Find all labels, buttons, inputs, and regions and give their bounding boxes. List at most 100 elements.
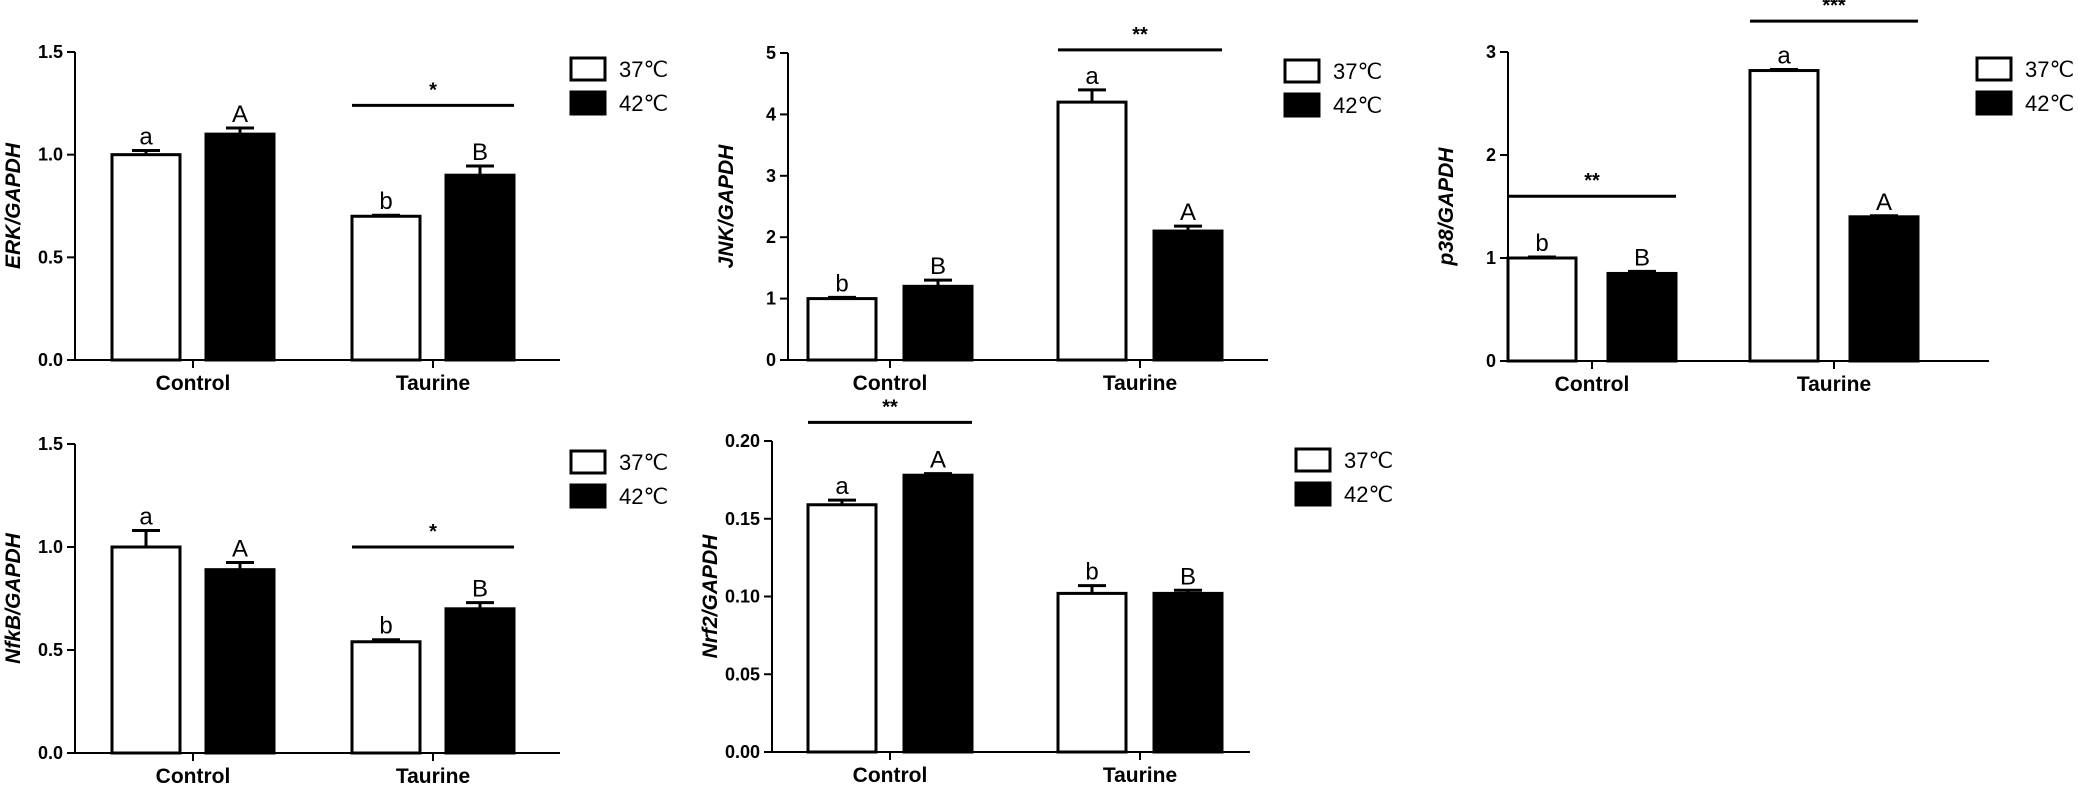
bar-37c-control — [806, 503, 878, 754]
legend-label: 37℃ — [619, 450, 668, 475]
y-axis-title: ERK/GAPDH — [2, 142, 25, 269]
legend-label: 42℃ — [1344, 482, 1393, 507]
y-tick-label: 2 — [766, 227, 776, 247]
chart-panel-2: 0123p38/GAPDHControlbBTaurineaA*****37℃4… — [1435, 0, 2074, 396]
significance-stars: ** — [1132, 24, 1148, 46]
y-axis-title: Nrf2/GAPDH — [699, 534, 722, 659]
y-tick-label: 1 — [1486, 248, 1496, 268]
significance-letter: A — [232, 101, 248, 128]
significance-letter: b — [379, 188, 392, 215]
bar-37c-taurine — [1056, 100, 1128, 362]
y-tick-label: 0.5 — [38, 247, 63, 267]
y-tick-label: 0.10 — [725, 587, 760, 607]
significance-letter: B — [930, 253, 946, 280]
significance-letter: b — [835, 270, 848, 297]
y-axis-title: JNK/GAPDH — [715, 144, 738, 269]
bar-42c-control — [204, 132, 276, 362]
y-tick-label: 4 — [766, 104, 776, 124]
legend-swatch-37c — [1294, 447, 1332, 473]
y-tick-label: 1.5 — [38, 434, 63, 454]
significance-stars: * — [429, 79, 437, 101]
chart-panel-4: 0.00 0.05 0.10 0.15 0.20 Nrf2/GAPDH Control a A T… — [699, 396, 1393, 785]
bar-37c-taurine — [350, 214, 422, 362]
significance-letter: A — [930, 447, 946, 474]
y-tick-label: 0.20 — [725, 431, 760, 451]
y-axis-title: p38/GAPDH — [1435, 147, 1458, 267]
y-tick-label: 0 — [1486, 351, 1496, 371]
x-tick-label: Control — [156, 372, 231, 395]
y-tick-label: 1.0 — [38, 537, 63, 557]
legend-swatch-42c — [569, 483, 607, 509]
y-tick-label: 0.05 — [725, 664, 760, 684]
y-tick-label: 0.5 — [38, 640, 63, 660]
y-tick-label: 0.0 — [38, 743, 63, 763]
significance-letter: A — [1180, 199, 1196, 226]
legend-swatch-42c — [1294, 481, 1332, 507]
x-tick-label: Taurine — [1103, 372, 1177, 395]
bar-37c-control — [110, 545, 182, 755]
x-tick-label: Control — [853, 764, 928, 785]
bar-37c-taurine — [1748, 69, 1820, 363]
x-tick-label: Control — [853, 372, 928, 395]
legend-swatch-37c — [1975, 56, 2013, 82]
significance-letter: A — [1876, 189, 1892, 216]
y-tick-label: 5 — [766, 43, 776, 63]
legend-swatch-42c — [1975, 90, 2013, 116]
bar-42c-taurine — [444, 173, 516, 362]
chart-panel-1: 0 1 2 3 4 5 JNK/GAPDH Control b B Taurine a A ** 37℃ 42… — [715, 24, 1382, 395]
bar-42c-control — [902, 473, 974, 754]
bar-37c-control — [1506, 256, 1578, 363]
significance-letter: A — [232, 535, 248, 562]
y-tick-label: 0.00 — [725, 742, 760, 762]
significance-letter: a — [139, 124, 153, 151]
bar-42c-control — [204, 568, 276, 755]
bar-42c-control — [902, 284, 974, 362]
y-tick-label: 2 — [1486, 145, 1496, 165]
legend-swatch-42c — [1283, 92, 1321, 118]
x-tick-label: Taurine — [1797, 373, 1871, 396]
significance-letter: B — [472, 139, 488, 166]
x-tick-label: Taurine — [396, 372, 470, 395]
legend-swatch-37c — [569, 449, 607, 475]
legend-label: 42℃ — [619, 91, 668, 116]
legend-label: 42℃ — [619, 484, 668, 509]
y-tick-label: 3 — [1486, 42, 1496, 62]
legend-swatch-42c — [569, 90, 607, 116]
legend-label: 37℃ — [1344, 448, 1393, 473]
significance-letter: b — [1535, 230, 1548, 257]
significance-letter: a — [1777, 43, 1791, 70]
significance-letter: a — [139, 504, 153, 531]
significance-letter: a — [835, 473, 849, 500]
x-tick-label: Control — [156, 765, 231, 785]
y-tick-label: 1 — [766, 289, 776, 309]
y-tick-label: 0 — [766, 350, 776, 370]
significance-stars: * — [429, 521, 437, 543]
significance-letter: b — [379, 613, 392, 640]
bar-42c-control — [1606, 271, 1678, 363]
bar-42c-taurine — [444, 607, 516, 755]
legend-label: 37℃ — [2025, 57, 2074, 82]
bar-42c-taurine — [1152, 591, 1224, 754]
significance-stars: ** — [1584, 170, 1600, 192]
legend-swatch-37c — [1283, 58, 1321, 84]
significance-letter: B — [1634, 244, 1650, 271]
x-tick-label: Taurine — [396, 765, 470, 785]
y-axis-title: NfkB/GAPDH — [2, 532, 25, 664]
y-tick-label: 1.5 — [38, 42, 63, 62]
significance-letter: a — [1085, 63, 1099, 90]
bar-42c-taurine — [1848, 215, 1920, 363]
significance-stars: *** — [1822, 0, 1846, 17]
significance-letter: b — [1085, 559, 1098, 586]
legend-label: 37℃ — [1333, 59, 1382, 84]
y-tick-label: 3 — [766, 166, 776, 186]
legend-swatch-37c — [569, 56, 607, 82]
chart-panel-3: 0.0 0.5 1.0 1.5 NfkB/GAPDH Control a A Taurine b B… — [2, 434, 668, 785]
y-tick-label: 1.0 — [38, 145, 63, 165]
bar-37c-control — [806, 297, 878, 362]
chart-panel-0: 0.0 0.5 1.0 1.5 ERK/GAPDH Control a A Taurine b B *… — [2, 42, 668, 395]
significance-letter: B — [1180, 563, 1196, 590]
significance-letter: B — [472, 576, 488, 603]
significance-stars: ** — [882, 396, 898, 418]
bar-42c-taurine — [1152, 229, 1224, 362]
